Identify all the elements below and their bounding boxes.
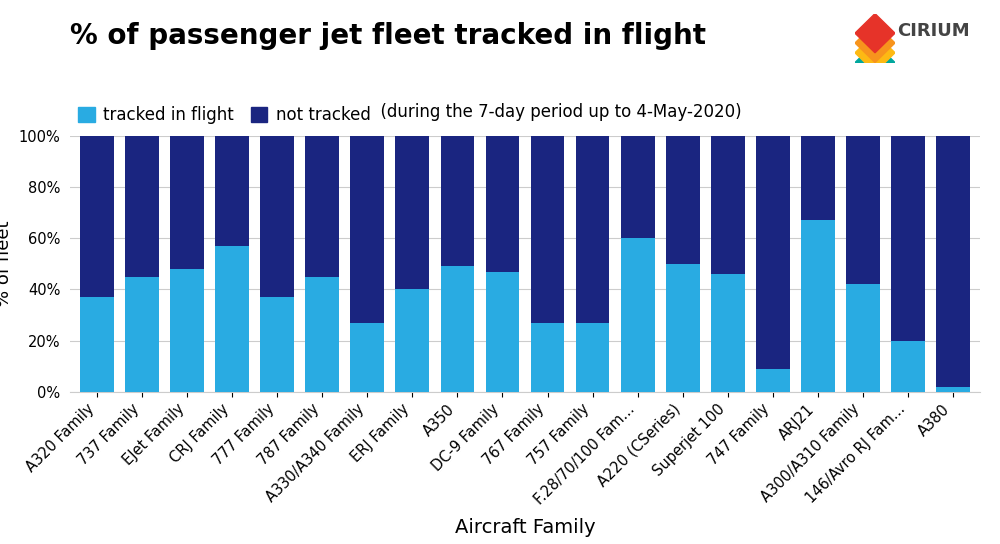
Bar <box>395 136 429 289</box>
Bar <box>756 369 790 392</box>
Bar <box>80 297 114 392</box>
Polygon shape <box>855 43 895 82</box>
Bar <box>621 136 655 238</box>
X-axis label: Aircraft Family: Aircraft Family <box>455 518 595 537</box>
Bar <box>666 264 700 392</box>
Bar <box>576 136 609 323</box>
Bar <box>936 387 970 392</box>
Bar <box>260 136 294 297</box>
Bar <box>891 341 925 392</box>
Text: CIRIUM: CIRIUM <box>897 22 970 40</box>
Bar <box>846 136 880 285</box>
Bar <box>260 297 294 392</box>
Bar <box>756 136 790 369</box>
Bar <box>531 136 564 323</box>
Polygon shape <box>855 33 895 72</box>
Bar <box>215 136 249 246</box>
Bar <box>441 267 474 392</box>
Bar <box>80 136 114 297</box>
Polygon shape <box>855 14 895 53</box>
Bar <box>395 289 429 392</box>
Bar <box>305 276 339 392</box>
Polygon shape <box>855 23 895 63</box>
Bar <box>125 136 159 276</box>
Y-axis label: % of fleet: % of fleet <box>0 220 13 307</box>
Bar <box>215 246 249 392</box>
Bar <box>711 136 745 274</box>
Text: % of passenger jet fleet tracked in flight: % of passenger jet fleet tracked in flig… <box>70 22 706 50</box>
Bar <box>170 269 204 392</box>
Bar <box>170 136 204 269</box>
Bar <box>846 285 880 392</box>
Bar <box>305 136 339 276</box>
Bar <box>441 136 474 267</box>
Bar <box>801 220 835 392</box>
Bar <box>576 323 609 392</box>
Bar <box>936 136 970 387</box>
Text: (during the 7-day period up to 4-May-2020): (during the 7-day period up to 4-May-202… <box>370 102 742 121</box>
Bar <box>531 323 564 392</box>
Bar <box>486 136 519 271</box>
Legend: tracked in flight, not tracked: tracked in flight, not tracked <box>78 106 371 124</box>
Bar <box>711 274 745 392</box>
Bar <box>666 136 700 264</box>
Bar <box>486 271 519 392</box>
Bar <box>621 238 655 392</box>
Bar <box>350 323 384 392</box>
Bar <box>350 136 384 323</box>
Bar <box>125 276 159 392</box>
Bar <box>801 136 835 220</box>
Bar <box>891 136 925 341</box>
